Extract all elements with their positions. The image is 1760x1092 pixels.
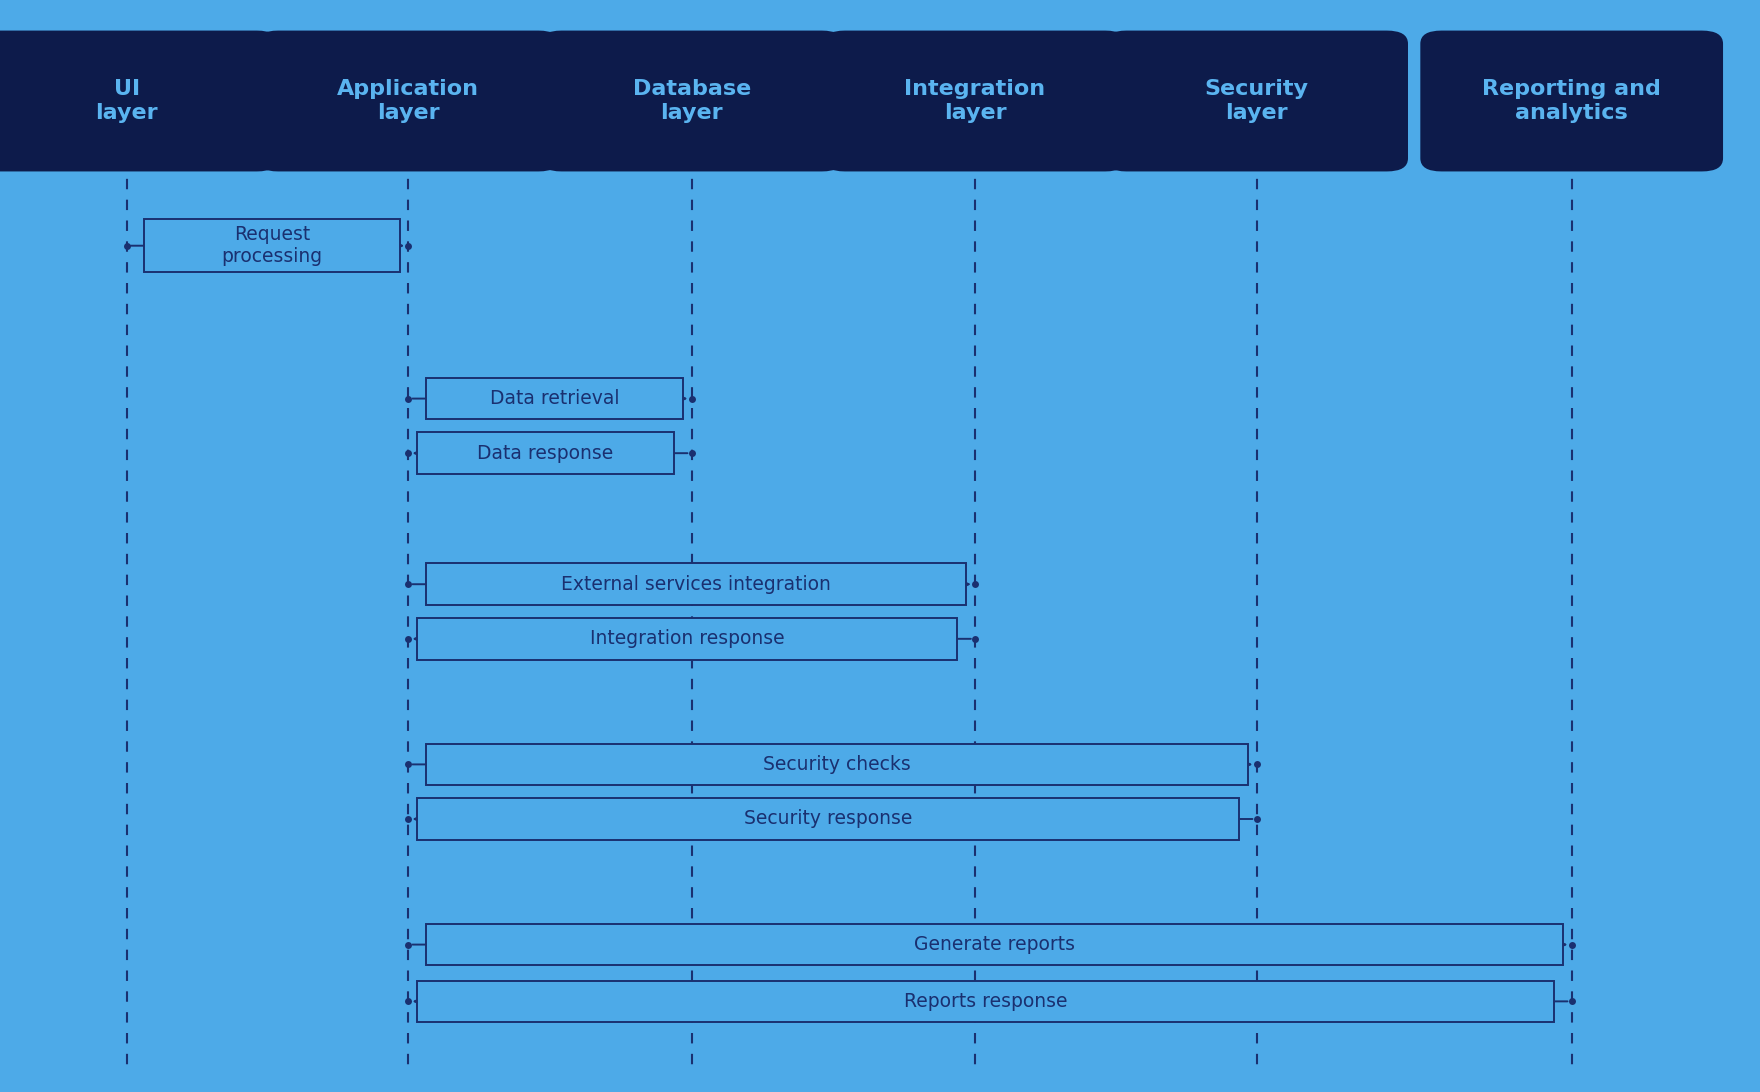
Text: Database
layer: Database layer	[632, 80, 752, 122]
FancyBboxPatch shape	[426, 744, 1248, 785]
FancyBboxPatch shape	[1420, 31, 1723, 171]
FancyBboxPatch shape	[417, 981, 1554, 1022]
Text: Generate reports: Generate reports	[913, 935, 1075, 954]
FancyBboxPatch shape	[144, 219, 400, 272]
Text: Security response: Security response	[744, 809, 912, 829]
Text: Data response: Data response	[477, 443, 614, 463]
FancyBboxPatch shape	[426, 378, 683, 419]
FancyBboxPatch shape	[257, 31, 560, 171]
FancyBboxPatch shape	[1105, 31, 1408, 171]
Text: Integration
layer: Integration layer	[905, 80, 1045, 122]
FancyBboxPatch shape	[540, 31, 843, 171]
FancyBboxPatch shape	[417, 798, 1239, 840]
Text: Data retrieval: Data retrieval	[489, 389, 620, 408]
Text: Integration response: Integration response	[590, 629, 785, 649]
FancyBboxPatch shape	[0, 31, 278, 171]
Text: Request
processing: Request processing	[222, 225, 322, 266]
Text: Security checks: Security checks	[764, 755, 910, 774]
FancyBboxPatch shape	[426, 563, 966, 605]
Text: UI
layer: UI layer	[95, 80, 158, 122]
Text: Security
layer: Security layer	[1204, 80, 1309, 122]
FancyBboxPatch shape	[417, 432, 674, 474]
FancyBboxPatch shape	[417, 618, 957, 660]
Text: Reporting and
analytics: Reporting and analytics	[1482, 80, 1661, 122]
FancyBboxPatch shape	[824, 31, 1126, 171]
Text: Application
layer: Application layer	[338, 80, 479, 122]
Text: External services integration: External services integration	[561, 574, 831, 594]
FancyBboxPatch shape	[426, 924, 1563, 965]
Text: Reports response: Reports response	[905, 992, 1067, 1011]
